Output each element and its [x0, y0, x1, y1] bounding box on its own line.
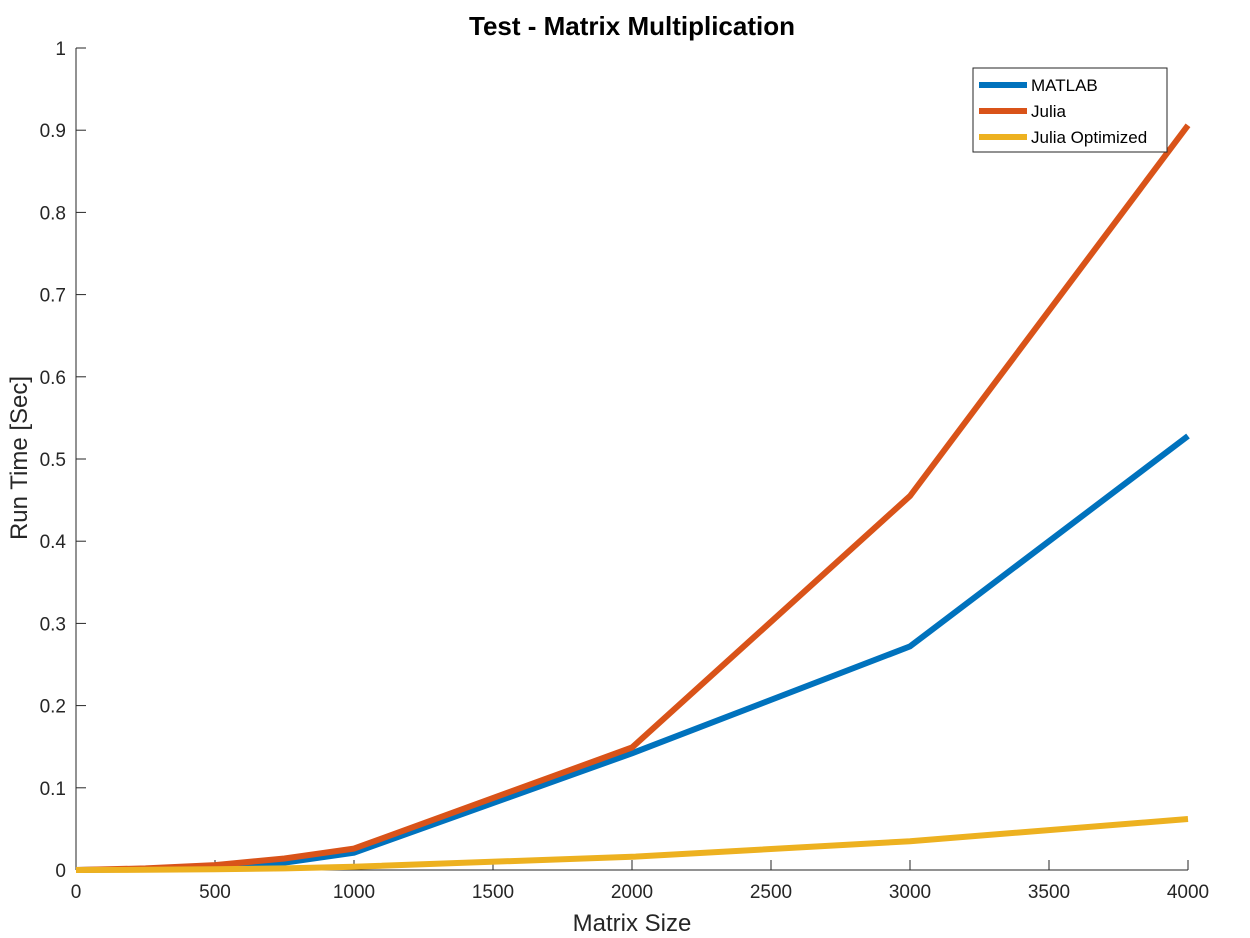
y-tick-label: 0.1	[40, 779, 66, 800]
series-line-julia	[75, 123, 1191, 873]
y-tick-label: 0.2	[40, 697, 66, 718]
y-tick-label: 0.8	[40, 203, 66, 224]
x-tick-label: 0	[71, 882, 82, 903]
chart-title: Test - Matrix Multiplication	[469, 11, 795, 41]
x-tick-label: 4000	[1167, 882, 1209, 903]
y-tick-label: 0.3	[40, 614, 66, 635]
y-tick-label: 1	[55, 39, 66, 60]
y-tick-label: 0.9	[40, 121, 66, 142]
x-tick-label: 2500	[750, 882, 792, 903]
legend-label: Julia Optimized	[1031, 128, 1147, 147]
series-line-matlab	[75, 433, 1190, 873]
x-tick-label: 500	[199, 882, 231, 903]
x-tick-label: 3500	[1028, 882, 1070, 903]
x-tick-label: 1000	[333, 882, 375, 903]
x-tick-label: 2000	[611, 882, 653, 903]
y-tick-label: 0.6	[40, 368, 66, 389]
x-tick-label: 1500	[472, 882, 514, 903]
series-layer	[75, 123, 1191, 873]
x-tick-label: 3000	[889, 882, 931, 903]
series-line-julia-optimized	[75, 816, 1189, 873]
x-axis-label: Matrix Size	[573, 910, 692, 937]
legend-label: MATLAB	[1031, 76, 1098, 95]
y-tick-label: 0.5	[40, 450, 66, 471]
y-tick-label: 0.7	[40, 286, 66, 307]
y-tick-label: 0.4	[40, 532, 67, 553]
legend: MATLAB Julia Julia Optimized	[972, 67, 1168, 153]
y-axis-label: Run Time [Sec]	[6, 376, 33, 540]
y-tick-label: 0	[55, 861, 66, 882]
axes: 0 500 1000 1500 2000 2500 3000 3500 4000 0 0.1 0.2 0…	[40, 39, 1210, 903]
legend-label: Julia	[1031, 102, 1067, 121]
